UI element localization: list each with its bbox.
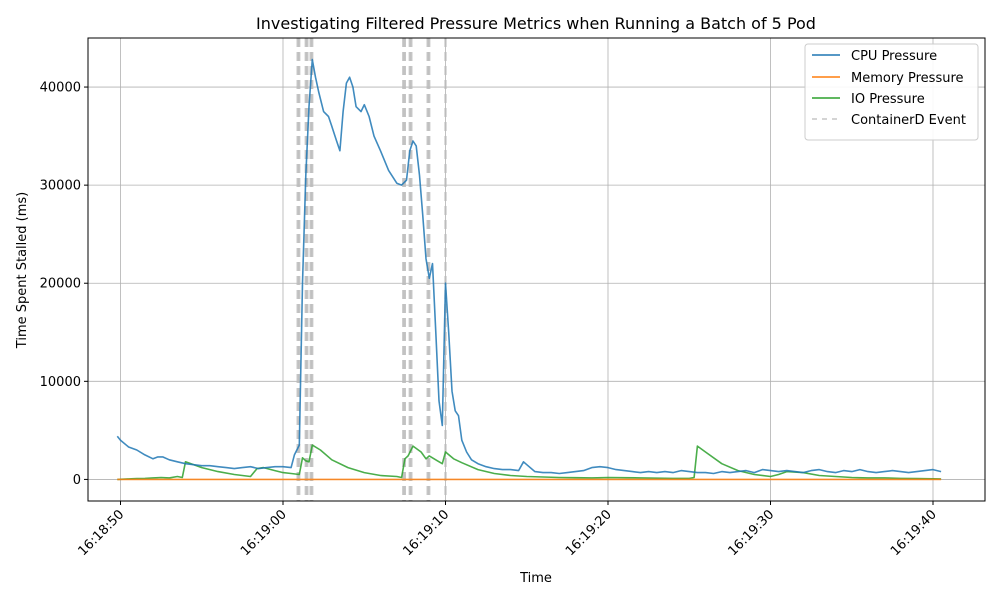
x-axis-ticks: 16:18:50 16:19:00 16:19:10 16:19:20 16:19:30… — [75, 501, 940, 559]
plot-frame — [87, 37, 986, 502]
legend-label-cpu: CPU Pressure — [851, 49, 937, 64]
y-axis-label: Time Spent Stalled (ms) — [15, 192, 30, 349]
legend: CPU Pressure Memory Pressure IO Pressure… — [804, 43, 979, 141]
x-tick-label: 16:19:20 — [563, 507, 615, 559]
y-axis-ticks: 0 10000 20000 30000 40000 — [40, 81, 88, 488]
x-tick-label: 16:18:50 — [75, 507, 127, 559]
cpu-pressure-line — [116, 58, 942, 475]
x-axis-label: Time — [519, 571, 552, 586]
y-tick-label: 0 — [73, 473, 81, 488]
legend-label-io: IO Pressure — [851, 92, 925, 107]
x-tick-label: 16:19:00 — [238, 507, 290, 559]
y-tick-label: 20000 — [40, 277, 81, 292]
chart-title: Investigating Filtered Pressure Metrics … — [256, 14, 816, 33]
y-tick-label: 10000 — [40, 375, 81, 390]
io-pressure-line — [117, 444, 942, 481]
x-tick-label: 16:19:40 — [888, 507, 940, 559]
series-lines — [116, 58, 942, 481]
x-tick-label: 16:19:10 — [400, 507, 452, 559]
y-tick-label: 30000 — [40, 179, 81, 194]
event-lines — [296, 38, 447, 501]
x-tick-label: 16:19:30 — [725, 507, 777, 559]
legend-box — [804, 43, 979, 141]
y-tick-label: 40000 — [40, 81, 81, 96]
legend-label-memory: Memory Pressure — [851, 71, 964, 86]
legend-label-event: ContainerD Event — [851, 113, 966, 128]
